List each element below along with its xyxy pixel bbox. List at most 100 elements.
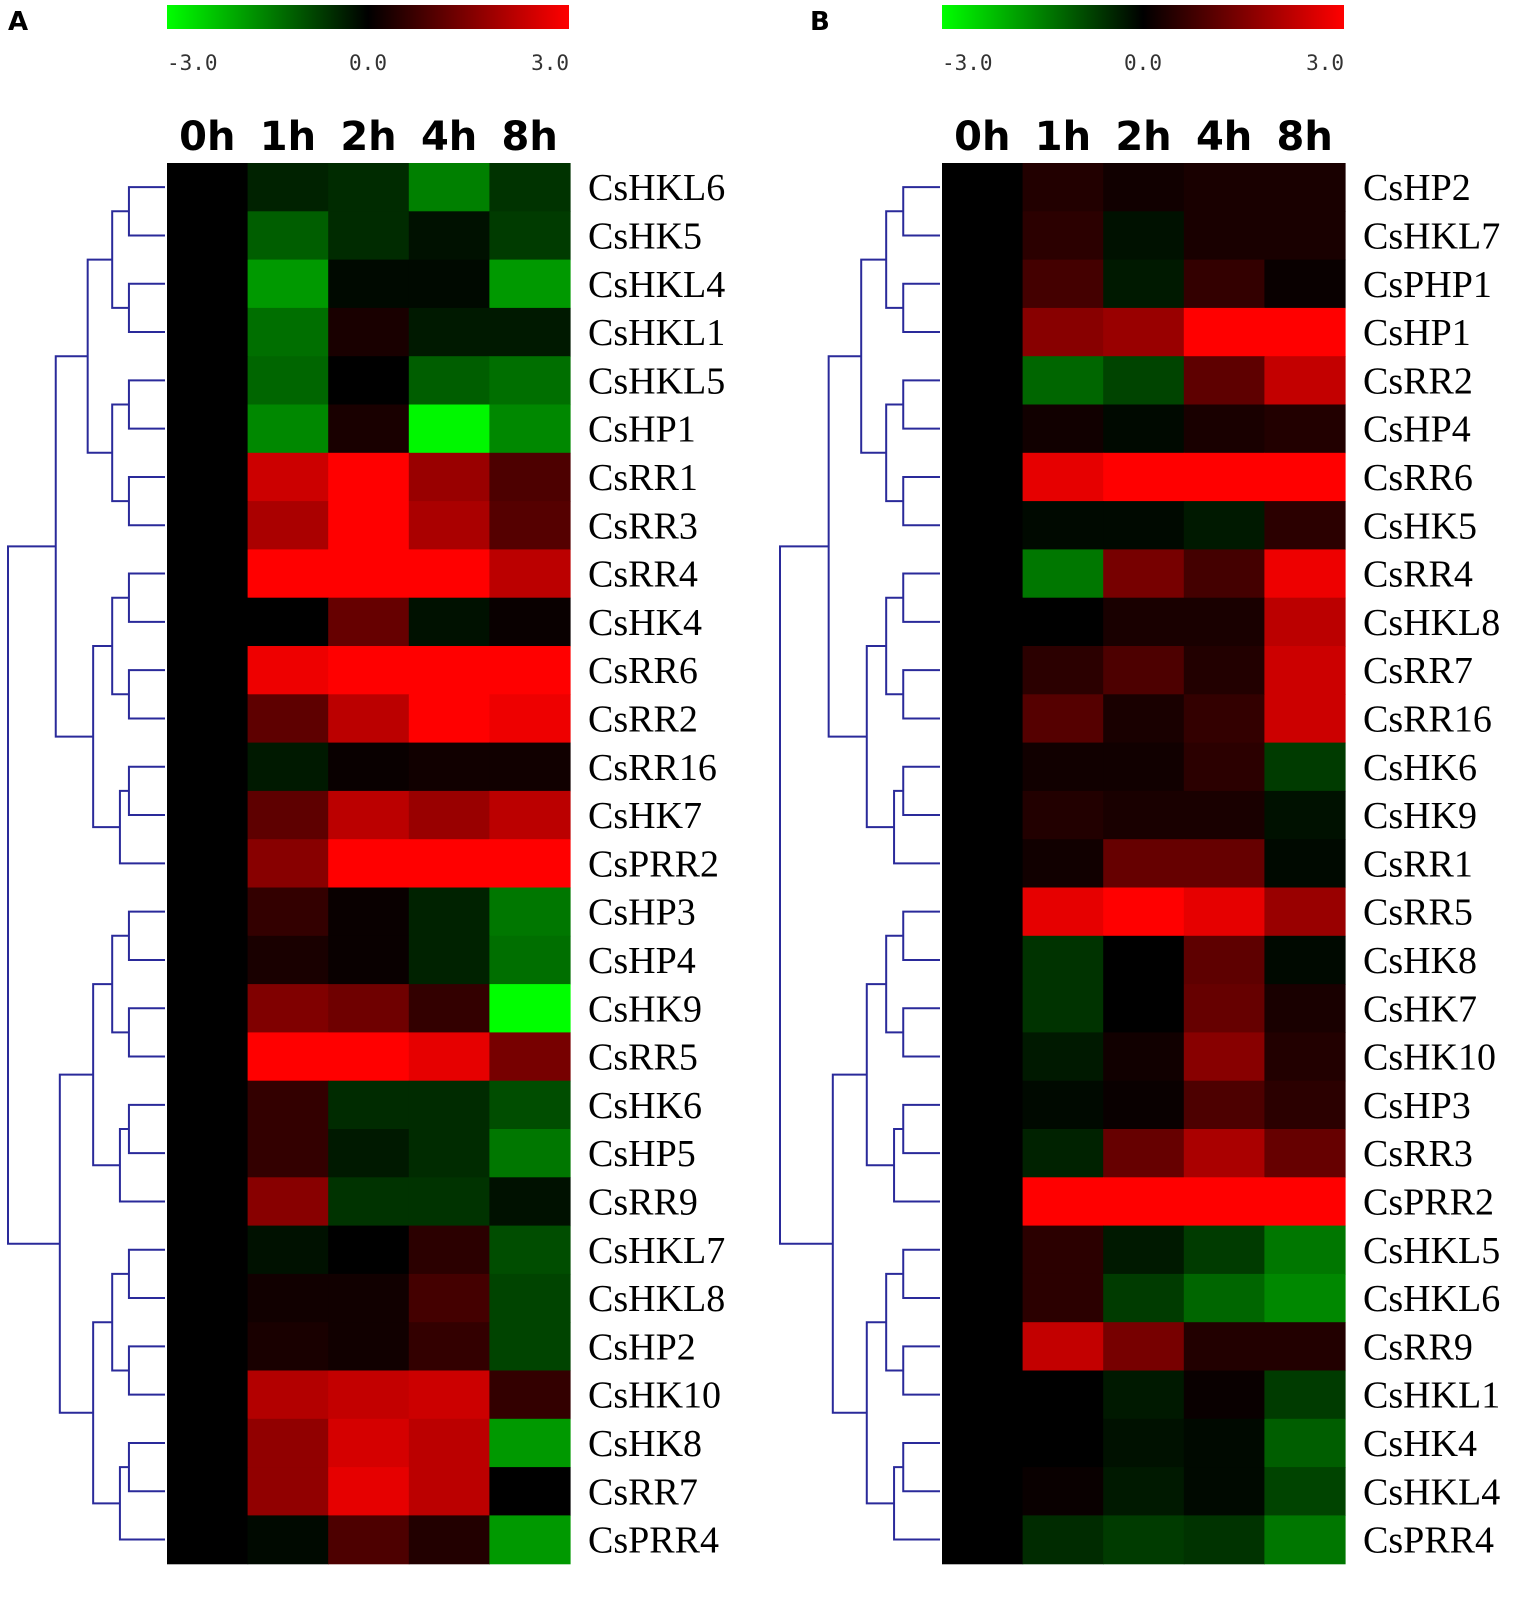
heatmap-cell bbox=[328, 984, 410, 1033]
heatmap-cell bbox=[1183, 163, 1265, 212]
heatmap-cell bbox=[247, 549, 329, 599]
row-label: CsRR2 bbox=[588, 698, 698, 740]
row-label: CsHK10 bbox=[588, 1375, 721, 1417]
heatmap-cell bbox=[489, 790, 571, 840]
heatmap-cell bbox=[489, 1515, 571, 1565]
heatmap-cell bbox=[1183, 1225, 1265, 1275]
heatmap-cell bbox=[247, 211, 329, 261]
heatmap-cell bbox=[328, 163, 410, 212]
dendrogram-branch bbox=[902, 1345, 940, 1396]
dendrogram-branch bbox=[902, 282, 940, 334]
color-scale-tick-label: 0.0 bbox=[1124, 51, 1162, 75]
dendrogram-branch bbox=[7, 545, 60, 1245]
heatmap-cell bbox=[1022, 163, 1104, 212]
heatmap-cell bbox=[1022, 452, 1104, 502]
heatmap-cell bbox=[942, 1225, 1024, 1275]
dendrogram-branch bbox=[902, 910, 940, 961]
row-label: CsRR3 bbox=[1363, 1133, 1473, 1175]
heatmap-cell bbox=[167, 1515, 249, 1565]
heatmap-cell bbox=[1103, 259, 1185, 309]
heatmap-cell bbox=[167, 163, 249, 212]
dendrogram-branch bbox=[902, 186, 940, 237]
heatmap-cell bbox=[408, 1129, 490, 1178]
heatmap-cell bbox=[1103, 452, 1185, 502]
heatmap-cell bbox=[247, 404, 329, 454]
dendrogram-branch bbox=[111, 934, 129, 1034]
heatmap-cell bbox=[489, 356, 571, 406]
heatmap-cell bbox=[942, 839, 1024, 889]
heatmap-cell bbox=[1264, 356, 1346, 406]
heatmap-cell bbox=[1103, 307, 1185, 357]
heatmap-cell bbox=[247, 1322, 329, 1372]
dendrogram-branch bbox=[127, 1103, 165, 1155]
heatmap-cell bbox=[1264, 307, 1346, 357]
heatmap-cell bbox=[1264, 646, 1346, 695]
row-label: CsRR4 bbox=[1363, 554, 1473, 596]
heatmap-cell bbox=[1103, 1129, 1185, 1178]
row-label: CsRR6 bbox=[588, 650, 698, 692]
heatmap-cell bbox=[1103, 1322, 1185, 1372]
heatmap-cell bbox=[408, 1322, 490, 1372]
heatmap-cell bbox=[1183, 694, 1265, 744]
row-label: CsHK6 bbox=[1363, 747, 1477, 789]
heatmap-cell bbox=[167, 307, 249, 357]
heatmap-cell bbox=[408, 984, 490, 1033]
heatmap-cell bbox=[408, 307, 490, 357]
dendrogram-branch bbox=[127, 186, 165, 237]
dendrogram-branch bbox=[111, 403, 129, 503]
heatmap-cell bbox=[942, 404, 1024, 454]
row-label: CsHK7 bbox=[1363, 988, 1477, 1030]
heatmap-cell bbox=[408, 694, 490, 744]
heatmap-cell bbox=[1022, 790, 1104, 840]
heatmap-cell bbox=[1022, 694, 1104, 744]
heatmap-cell bbox=[328, 1177, 410, 1227]
heatmap-cell bbox=[1264, 1322, 1346, 1372]
dendrogram-branch bbox=[865, 1321, 895, 1505]
heatmap-cell bbox=[942, 1322, 1024, 1372]
heatmap-cell bbox=[1183, 984, 1265, 1033]
column-label: 8h bbox=[502, 114, 558, 160]
heatmap-cell bbox=[247, 1129, 329, 1178]
heatmap-cell bbox=[1264, 597, 1346, 647]
heatmap-cell bbox=[489, 307, 571, 357]
row-label: CsHKL1 bbox=[588, 312, 725, 354]
heatmap-cell bbox=[1103, 984, 1185, 1033]
heatmap-cell bbox=[942, 1370, 1024, 1420]
dendrogram-branch bbox=[902, 1103, 940, 1155]
dendrogram-branch bbox=[127, 1248, 165, 1300]
heatmap-cell bbox=[1264, 1418, 1346, 1468]
heatmap-cell bbox=[942, 1177, 1024, 1227]
column-label: 0h bbox=[954, 114, 1010, 160]
heatmap-cell bbox=[489, 1129, 571, 1178]
heatmap-cell bbox=[1103, 1080, 1185, 1130]
heatmap-cell bbox=[1022, 1322, 1104, 1372]
dendrogram-branch bbox=[127, 669, 165, 720]
heatmap-cell bbox=[328, 1418, 410, 1468]
dendrogram-branch bbox=[902, 572, 940, 623]
heatmap-cell bbox=[247, 1467, 329, 1516]
dendrogram-branch bbox=[885, 1272, 904, 1372]
heatmap-cell bbox=[1103, 1515, 1185, 1565]
heatmap-cell bbox=[1022, 646, 1104, 695]
dendrogram-branch bbox=[127, 1007, 165, 1058]
row-label: CsRR3 bbox=[588, 505, 698, 547]
heatmap-cell bbox=[1103, 1225, 1185, 1275]
dendrogram-branch bbox=[865, 983, 895, 1167]
heatmap-cell bbox=[1264, 1177, 1346, 1227]
row-label: CsHP4 bbox=[1363, 409, 1471, 451]
heatmap-cell bbox=[942, 356, 1024, 406]
heatmap-cell bbox=[408, 404, 490, 454]
row-label: CsHP1 bbox=[1363, 312, 1471, 354]
heatmap-cell bbox=[408, 839, 490, 889]
heatmap-cell bbox=[328, 307, 410, 357]
heatmap-cell bbox=[408, 1370, 490, 1420]
heatmap-cell bbox=[247, 1418, 329, 1468]
heatmap-cell bbox=[1022, 1177, 1104, 1227]
color-scale-tick-label: -3.0 bbox=[942, 51, 993, 75]
row-label: CsPRR4 bbox=[1363, 1520, 1494, 1562]
heatmap-cell bbox=[1022, 1129, 1104, 1178]
heatmap-cell bbox=[1183, 790, 1265, 840]
dendrogram-branch bbox=[902, 765, 940, 817]
heatmap-cell bbox=[247, 742, 329, 792]
row-label: CsRR1 bbox=[588, 457, 698, 499]
